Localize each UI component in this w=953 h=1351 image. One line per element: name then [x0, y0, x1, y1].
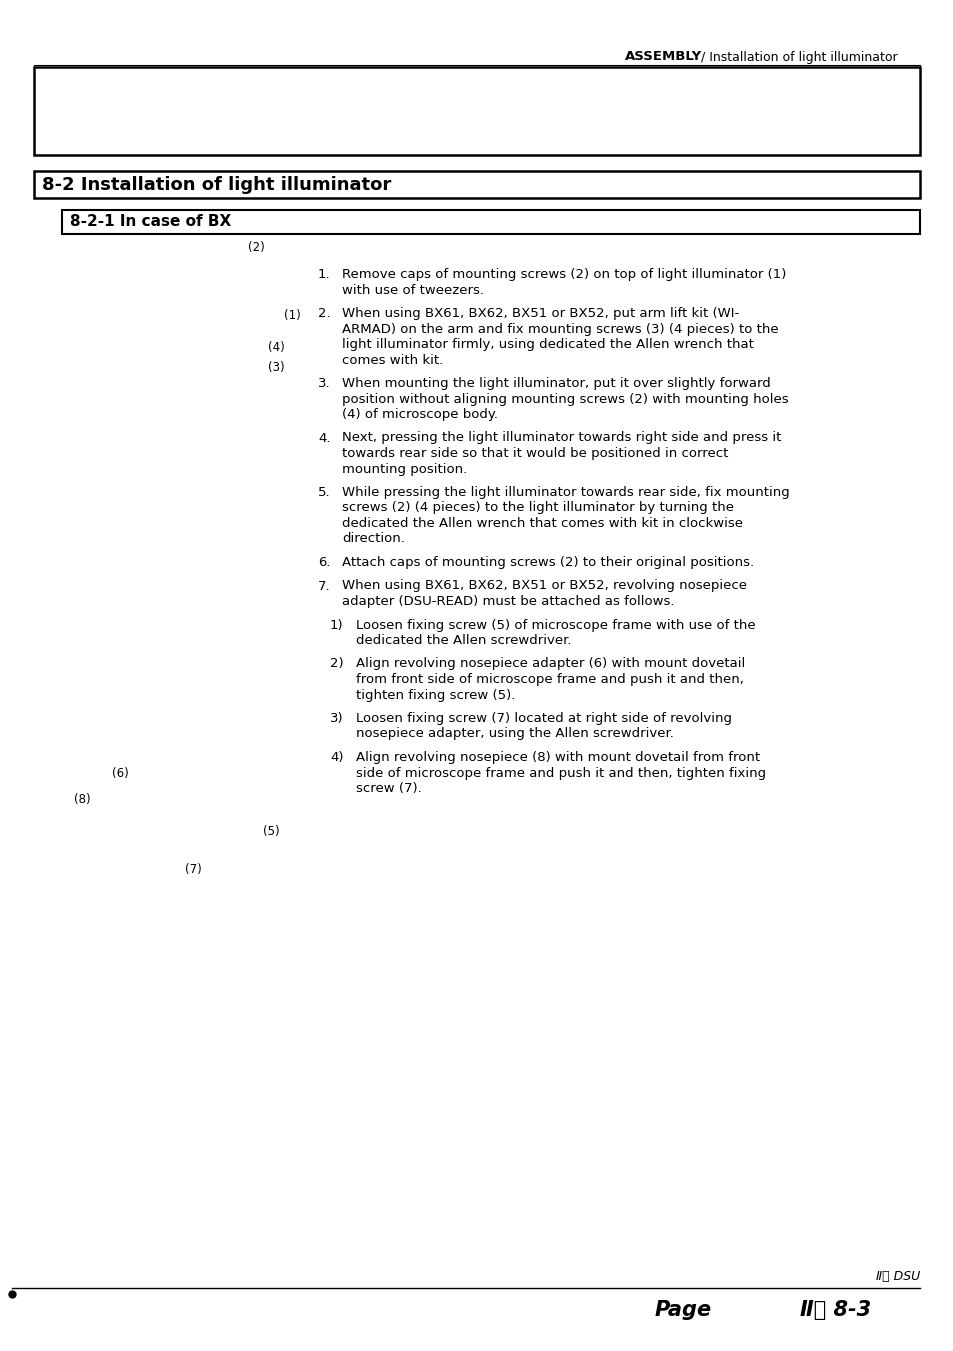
Text: comes with kit.: comes with kit.: [341, 354, 443, 366]
Text: dedicated the Allen wrench that comes with kit in clockwise: dedicated the Allen wrench that comes wi…: [341, 517, 742, 530]
Text: 7.: 7.: [317, 580, 331, 593]
Text: Remove caps of mounting screws (2) on top of light illuminator (1): Remove caps of mounting screws (2) on to…: [341, 267, 785, 281]
Text: When mounting the light illuminator, put it over slightly forward: When mounting the light illuminator, put…: [341, 377, 770, 390]
Text: (4): (4): [268, 340, 284, 354]
Text: ARMAD) on the arm and fix mounting screws (3) (4 pieces) to the: ARMAD) on the arm and fix mounting screw…: [341, 323, 778, 335]
Text: Next, pressing the light illuminator towards right side and press it: Next, pressing the light illuminator tow…: [341, 431, 781, 444]
Text: nosepiece adapter, using the Allen screwdriver.: nosepiece adapter, using the Allen screw…: [355, 727, 673, 740]
Text: (2): (2): [248, 242, 265, 254]
Text: / Installation of light illuminator: / Installation of light illuminator: [697, 50, 897, 63]
Text: 1.: 1.: [317, 267, 331, 281]
Text: 8-2-1 In case of BX: 8-2-1 In case of BX: [70, 215, 231, 230]
Text: 1): 1): [330, 619, 343, 631]
Text: 2): 2): [330, 658, 343, 670]
Text: While pressing the light illuminator towards rear side, fix mounting: While pressing the light illuminator tow…: [341, 486, 789, 499]
Text: 8-2 Installation of light illuminator: 8-2 Installation of light illuminator: [42, 176, 391, 193]
Text: from front side of microscope frame and push it and then,: from front side of microscope frame and …: [355, 673, 743, 686]
Text: ASSEMBLY: ASSEMBLY: [624, 50, 701, 63]
Text: Page: Page: [655, 1300, 711, 1320]
Bar: [34, 172, 919, 199]
Text: mounting position.: mounting position.: [341, 462, 467, 476]
Text: 3.: 3.: [317, 377, 331, 390]
Text: (1): (1): [284, 309, 300, 323]
Text: (5): (5): [263, 824, 279, 838]
Text: 2.: 2.: [317, 307, 331, 320]
Text: When using BX61, BX62, BX51 or BX52, revolving nosepiece: When using BX61, BX62, BX51 or BX52, rev…: [341, 580, 746, 593]
Bar: [34, 68, 919, 155]
Text: When using BX61, BX62, BX51 or BX52, put arm lift kit (WI-: When using BX61, BX62, BX51 or BX52, put…: [341, 307, 739, 320]
Text: 6.: 6.: [317, 557, 330, 569]
Text: screws (2) (4 pieces) to the light illuminator by turning the: screws (2) (4 pieces) to the light illum…: [341, 501, 733, 515]
Text: (7): (7): [185, 862, 201, 875]
Text: (8): (8): [74, 793, 91, 807]
Text: position without aligning mounting screws (2) with mounting holes: position without aligning mounting screw…: [341, 393, 788, 405]
Text: direction.: direction.: [341, 532, 404, 546]
Text: Loosen fixing screw (5) of microscope frame with use of the: Loosen fixing screw (5) of microscope fr…: [355, 619, 755, 631]
Bar: [62, 209, 919, 234]
Text: dedicated the Allen screwdriver.: dedicated the Allen screwdriver.: [355, 634, 571, 647]
Text: 4): 4): [330, 751, 343, 765]
Text: towards rear side so that it would be positioned in correct: towards rear side so that it would be po…: [341, 447, 727, 459]
Text: 5.: 5.: [317, 486, 331, 499]
Text: (3): (3): [268, 361, 284, 373]
Text: Ⅱ． 8-3: Ⅱ． 8-3: [800, 1300, 870, 1320]
Text: Loosen fixing screw (7) located at right side of revolving: Loosen fixing screw (7) located at right…: [355, 712, 731, 725]
Text: Align revolving nosepiece adapter (6) with mount dovetail: Align revolving nosepiece adapter (6) wi…: [355, 658, 744, 670]
Text: adapter (DSU-READ) must be attached as follows.: adapter (DSU-READ) must be attached as f…: [341, 594, 674, 608]
Text: (6): (6): [112, 767, 129, 781]
Text: side of microscope frame and push it and then, tighten fixing: side of microscope frame and push it and…: [355, 766, 765, 780]
Text: 3): 3): [330, 712, 343, 725]
Text: with use of tweezers.: with use of tweezers.: [341, 284, 483, 296]
Text: Attach caps of mounting screws (2) to their original positions.: Attach caps of mounting screws (2) to th…: [341, 557, 753, 569]
Text: screw (7).: screw (7).: [355, 782, 421, 794]
Text: Align revolving nosepiece (8) with mount dovetail from front: Align revolving nosepiece (8) with mount…: [355, 751, 760, 765]
Text: Ⅱ． DSU: Ⅱ． DSU: [875, 1270, 919, 1282]
Text: (4) of microscope body.: (4) of microscope body.: [341, 408, 497, 422]
Text: 4.: 4.: [317, 431, 330, 444]
Text: tighten fixing screw (5).: tighten fixing screw (5).: [355, 689, 515, 701]
Text: light illuminator firmly, using dedicated the Allen wrench that: light illuminator firmly, using dedicate…: [341, 338, 753, 351]
